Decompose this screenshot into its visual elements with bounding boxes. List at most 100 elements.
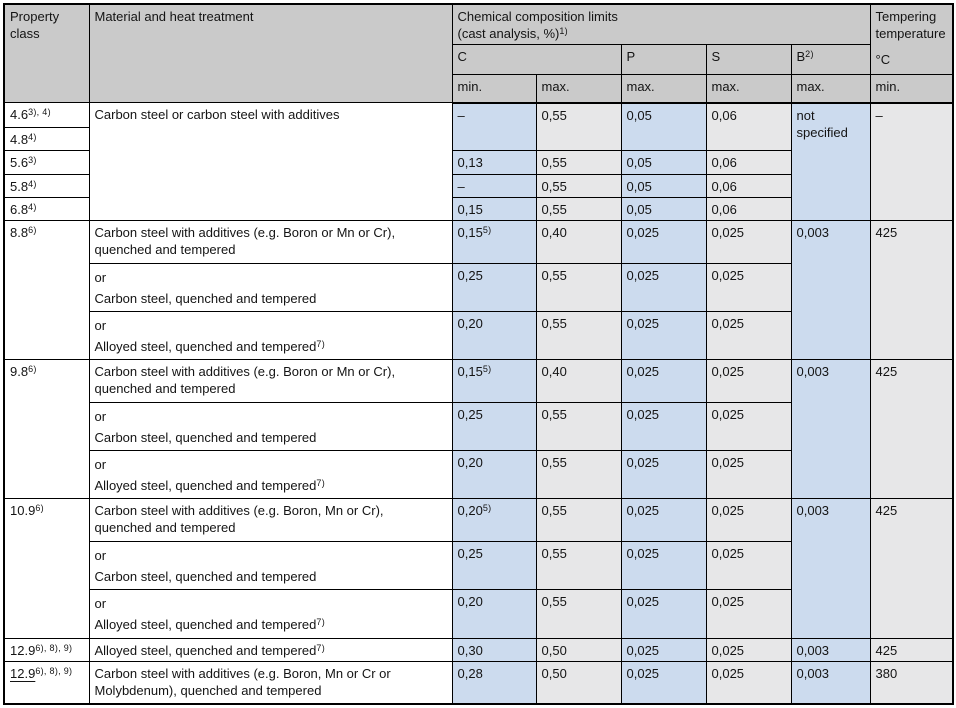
header-p-max: max.	[620, 74, 707, 104]
property-class-cell: 12.96), 8), 9)	[3, 660, 90, 705]
s-max-cell: 0,025	[705, 402, 792, 452]
c-max-cell: 0,55	[535, 541, 622, 591]
material-cell: Carbon steel or carbon steel with additi…	[88, 102, 453, 221]
c-max-cell: 0,55	[535, 402, 622, 452]
class-label: 12.9	[10, 642, 36, 658]
property-class-cell: 8.86)	[3, 219, 90, 361]
value-text: 0,15	[457, 364, 483, 380]
property-class-cell: 6.84)	[3, 196, 90, 221]
header-text: Property class	[10, 9, 60, 42]
class-label: 5.6	[10, 155, 29, 171]
c-min-cell: –	[451, 173, 537, 198]
footnote-sup: 7)	[316, 642, 325, 653]
footnote-sup: 4)	[28, 132, 37, 143]
material-cell: or Alloyed steel, quenched and tempered7…	[88, 450, 453, 500]
c-min-cell: 0,15	[451, 196, 537, 221]
property-class-cell: 5.63)	[3, 150, 90, 175]
c-min-cell: 0,20	[451, 311, 537, 361]
c-min-cell: 0,20	[451, 589, 537, 639]
c-min-cell: –	[451, 102, 537, 152]
p-max-cell: 0,05	[620, 196, 707, 221]
c-min-cell: 0,25	[451, 541, 537, 591]
header-element-s: S	[705, 44, 792, 76]
class-label: 6.8	[10, 201, 29, 217]
footnote-sup: 2)	[805, 49, 814, 60]
class-label: 4.6	[10, 107, 29, 123]
s-max-cell: 0,06	[705, 196, 792, 221]
material-cell: or Carbon steel, quenched and tempered	[88, 541, 453, 591]
footnote-sup: 6)	[35, 503, 44, 514]
c-min-cell: 0,155)	[451, 359, 537, 404]
p-max-cell: 0,025	[620, 589, 707, 639]
header-text: Tempering temperature	[875, 9, 946, 42]
header-b-max: max.	[790, 74, 871, 104]
tempering-cell: –	[869, 102, 954, 221]
header-element-b: B2)	[790, 44, 871, 76]
c-min-cell: 0,25	[451, 402, 537, 452]
footnote-sup: 5)	[482, 503, 492, 514]
c-max-cell: 0,50	[535, 660, 622, 705]
b-max-cell: 0,003	[790, 219, 871, 361]
header-tempering: Tempering temperature °C	[869, 3, 954, 76]
material-cell: or Alloyed steel, quenched and tempered7…	[88, 589, 453, 639]
s-max-cell: 0,06	[705, 102, 792, 152]
footnote-sup: 5)	[482, 224, 492, 235]
material-text: Alloyed steel, quenched and tempered	[94, 642, 317, 658]
material-cell: or Carbon steel, quenched and tempered	[88, 262, 453, 313]
s-max-cell: 0,025	[705, 359, 792, 404]
c-min-cell: 0,205)	[451, 498, 537, 543]
property-class-cell: 9.86)	[3, 359, 90, 500]
p-max-cell: 0,025	[620, 359, 707, 404]
footnote-sup: 4)	[28, 201, 37, 212]
c-max-cell: 0,55	[535, 173, 622, 198]
footnote-sup: 7)	[316, 339, 325, 350]
material-text: or Carbon steel, quenched and tempered	[94, 548, 317, 585]
p-max-cell: 0,05	[620, 150, 707, 175]
p-max-cell: 0,025	[620, 541, 707, 591]
p-max-cell: 0,025	[620, 311, 707, 361]
s-max-cell: 0,06	[705, 173, 792, 198]
c-min-cell: 0,25	[451, 262, 537, 313]
class-label: 9.8	[10, 364, 29, 380]
header-unit: °C	[875, 52, 891, 68]
c-max-cell: 0,55	[535, 150, 622, 175]
header-material: Material and heat treatment	[88, 3, 453, 104]
p-max-cell: 0,025	[620, 262, 707, 313]
c-max-cell: 0,40	[535, 219, 622, 264]
p-max-cell: 0,025	[620, 450, 707, 500]
s-max-cell: 0,025	[705, 498, 792, 543]
footnote-sup: 7)	[316, 617, 325, 628]
footnote-sup: 6), 8), 9)	[35, 642, 73, 653]
c-max-cell: 0,55	[535, 498, 622, 543]
material-text: or Alloyed steel, quenched and tempered	[94, 318, 317, 355]
class-label: 10.9	[10, 503, 36, 519]
material-text: Carbon steel with additives (e.g. Boron,…	[94, 665, 391, 698]
header-element-p: P	[620, 44, 707, 76]
b-max-cell: 0,003	[790, 359, 871, 500]
property-class-cell: 10.96)	[3, 498, 90, 639]
material-cell: Carbon steel with additives (e.g. Boron …	[88, 219, 453, 264]
c-min-cell: 0,20	[451, 450, 537, 500]
s-max-cell: 0,025	[705, 450, 792, 500]
material-cell: Carbon steel with additives (e.g. Boron …	[88, 359, 453, 404]
c-max-cell: 0,55	[535, 450, 622, 500]
footnote-sup: 3)	[28, 155, 37, 166]
b-max-cell: 0,003	[790, 660, 871, 705]
material-cell: Carbon steel with additives (e.g. Boron,…	[88, 498, 453, 543]
s-max-cell: 0,06	[705, 150, 792, 175]
footnote-sup: 6)	[28, 364, 37, 375]
header-property-class: Property class	[3, 3, 90, 104]
c-max-cell: 0,55	[535, 311, 622, 361]
p-max-cell: 0,05	[620, 102, 707, 152]
header-text: Chemical composition limits (cast analys…	[457, 9, 618, 42]
material-text: Carbon steel with additives (e.g. Boron …	[94, 364, 396, 397]
s-max-cell: 0,025	[705, 311, 792, 361]
footnote-sup: 6)	[28, 224, 37, 235]
material-text: Carbon steel with additives (e.g. Boron,…	[94, 503, 384, 536]
class-label: 8.8	[10, 224, 29, 240]
material-text: Carbon steel or carbon steel with additi…	[94, 107, 340, 123]
class-label: 4.8	[10, 132, 29, 148]
property-class-cell: 4.63), 4)	[3, 102, 90, 129]
footnote-sup: 3), 4)	[28, 107, 51, 118]
s-max-cell: 0,025	[705, 541, 792, 591]
